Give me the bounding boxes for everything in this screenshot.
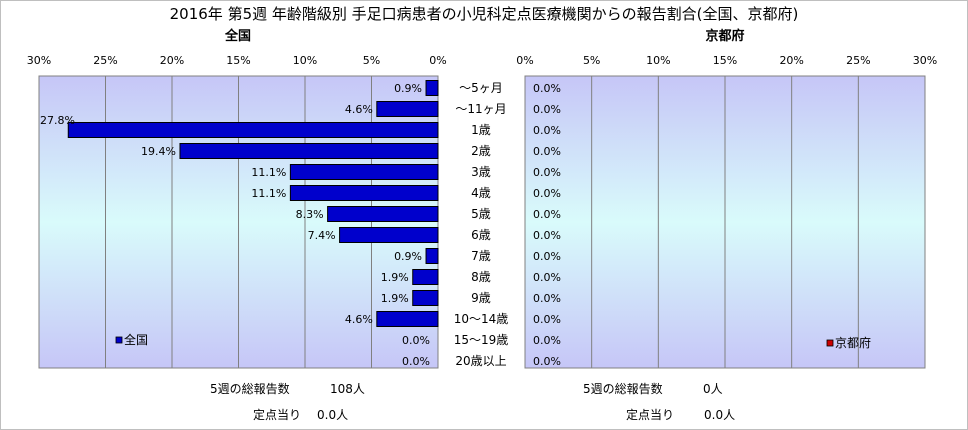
left-bar <box>425 248 439 264</box>
left-data-label: 0.9% <box>394 250 422 263</box>
right-data-label: 0.0% <box>533 82 561 95</box>
right-legend: 京都府 <box>826 335 871 350</box>
left-bar <box>339 227 439 243</box>
category-labels: ～5ヶ月 ～11ヶ月 1歳 2歳 3歳 4歳 5歳 6歳 7歳 8歳 9歳 10～14歳 15～19歳 2… <box>454 81 509 368</box>
right-data-label: 0.0% <box>533 292 561 305</box>
right-gridlines <box>591 76 859 368</box>
right-data-label: 0.0% <box>533 250 561 263</box>
left-data-label: 8.3% <box>296 208 324 221</box>
right-per-label: 定点当り <box>626 407 674 422</box>
category-label: 1歳 <box>471 123 491 137</box>
category-label: 2歳 <box>471 144 491 158</box>
category-label: 4歳 <box>471 186 491 200</box>
left-legend-swatch <box>115 336 123 344</box>
category-label: ～11ヶ月 <box>455 102 506 116</box>
left-per-label: 定点当り <box>253 407 301 422</box>
category-label: 20歳以上 <box>455 354 506 368</box>
right-data-label: 0.0% <box>533 208 561 221</box>
left-x-tick-label: 5% <box>363 54 380 67</box>
left-x-tick-label: 15% <box>226 54 250 67</box>
left-x-tick-labels: 0% 5% 10% 15% 20% 25% 30% <box>27 54 447 67</box>
right-x-tick-label: 10% <box>646 54 670 67</box>
right-legend-label: 京都府 <box>835 335 871 350</box>
category-label: 6歳 <box>471 228 491 242</box>
left-total-value: 108人 <box>330 382 365 396</box>
right-panel-subtitle: 京都府 <box>705 28 744 44</box>
left-bar <box>327 206 439 222</box>
left-bar <box>289 164 439 180</box>
right-x-tick-label: 30% <box>913 54 937 67</box>
right-total-value: 0人 <box>703 382 723 396</box>
left-data-label: 7.4% <box>308 229 336 242</box>
right-data-label: 0.0% <box>533 271 561 284</box>
left-data-label: 27.8% <box>40 114 75 127</box>
left-bar <box>289 185 439 201</box>
left-bar <box>412 290 439 306</box>
right-x-tick-label: 0% <box>516 54 533 67</box>
left-bar <box>67 122 439 138</box>
right-x-tick-labels: 0% 5% 10% 15% 20% 25% 30% <box>516 54 937 67</box>
right-data-labels: 0.0% 0.0% 0.0% 0.0% 0.0% 0.0% 0.0% 0.0% 0.0% 0.0%… <box>533 82 561 368</box>
left-data-label: 0.0% <box>402 334 430 347</box>
category-label: 7歳 <box>471 249 491 263</box>
left-data-label: 1.9% <box>381 292 409 305</box>
left-data-labels: 0.9% 4.6% 27.8% 19.4% 11.1% 11.1% 8.3% 7.4% 0.9%… <box>40 82 430 368</box>
left-x-tick-label: 30% <box>27 54 51 67</box>
category-label: 9歳 <box>471 291 491 305</box>
left-x-tick-label: 25% <box>93 54 117 67</box>
right-data-label: 0.0% <box>533 229 561 242</box>
left-total-label: 5週の総報告数 <box>210 381 290 396</box>
left-legend: 全国 <box>115 332 148 347</box>
right-data-label: 0.0% <box>533 313 561 326</box>
left-per-value: 0.0人 <box>317 408 348 422</box>
left-x-tick-label: 0% <box>429 54 446 67</box>
category-label: 8歳 <box>471 270 491 284</box>
category-label: 3歳 <box>471 165 491 179</box>
left-data-label: 1.9% <box>381 271 409 284</box>
right-data-label: 0.0% <box>533 187 561 200</box>
category-label: 10～14歳 <box>454 312 509 326</box>
left-data-label: 11.1% <box>251 166 286 179</box>
left-bar <box>425 80 439 96</box>
category-label: ～5ヶ月 <box>459 81 503 95</box>
right-x-tick-label: 5% <box>583 54 600 67</box>
left-legend-label: 全国 <box>124 332 148 347</box>
left-data-label: 4.6% <box>345 103 373 116</box>
left-x-tick-label: 20% <box>160 54 184 67</box>
right-total-label: 5週の総報告数 <box>583 381 663 396</box>
right-data-label: 0.0% <box>533 145 561 158</box>
right-x-tick-label: 25% <box>846 54 870 67</box>
right-data-label: 0.0% <box>533 166 561 179</box>
right-x-tick-label: 20% <box>779 54 803 67</box>
left-bar <box>179 143 439 159</box>
left-bars <box>67 80 439 327</box>
right-x-tick-label: 15% <box>713 54 737 67</box>
right-data-label: 0.0% <box>533 103 561 116</box>
right-per-value: 0.0人 <box>704 408 735 422</box>
right-data-label: 0.0% <box>533 124 561 137</box>
right-data-label: 0.0% <box>533 355 561 368</box>
left-panel-subtitle: 全国 <box>224 28 251 44</box>
left-data-label: 0.9% <box>394 82 422 95</box>
left-data-label: 11.1% <box>251 187 286 200</box>
category-label: 5歳 <box>471 207 491 221</box>
right-legend-swatch <box>826 339 834 347</box>
left-data-label: 19.4% <box>141 145 176 158</box>
left-data-label: 0.0% <box>402 355 430 368</box>
left-bar <box>412 269 439 285</box>
category-label: 15～19歳 <box>454 333 509 347</box>
left-x-tick-label: 10% <box>293 54 317 67</box>
chart-title: 2016年 第5週 年齢階級別 手足口病患者の小児科定点医療機関からの報告割合(… <box>170 5 799 23</box>
left-bar <box>376 101 439 117</box>
right-data-label: 0.0% <box>533 334 561 347</box>
left-bar <box>376 311 439 327</box>
left-data-label: 4.6% <box>345 313 373 326</box>
